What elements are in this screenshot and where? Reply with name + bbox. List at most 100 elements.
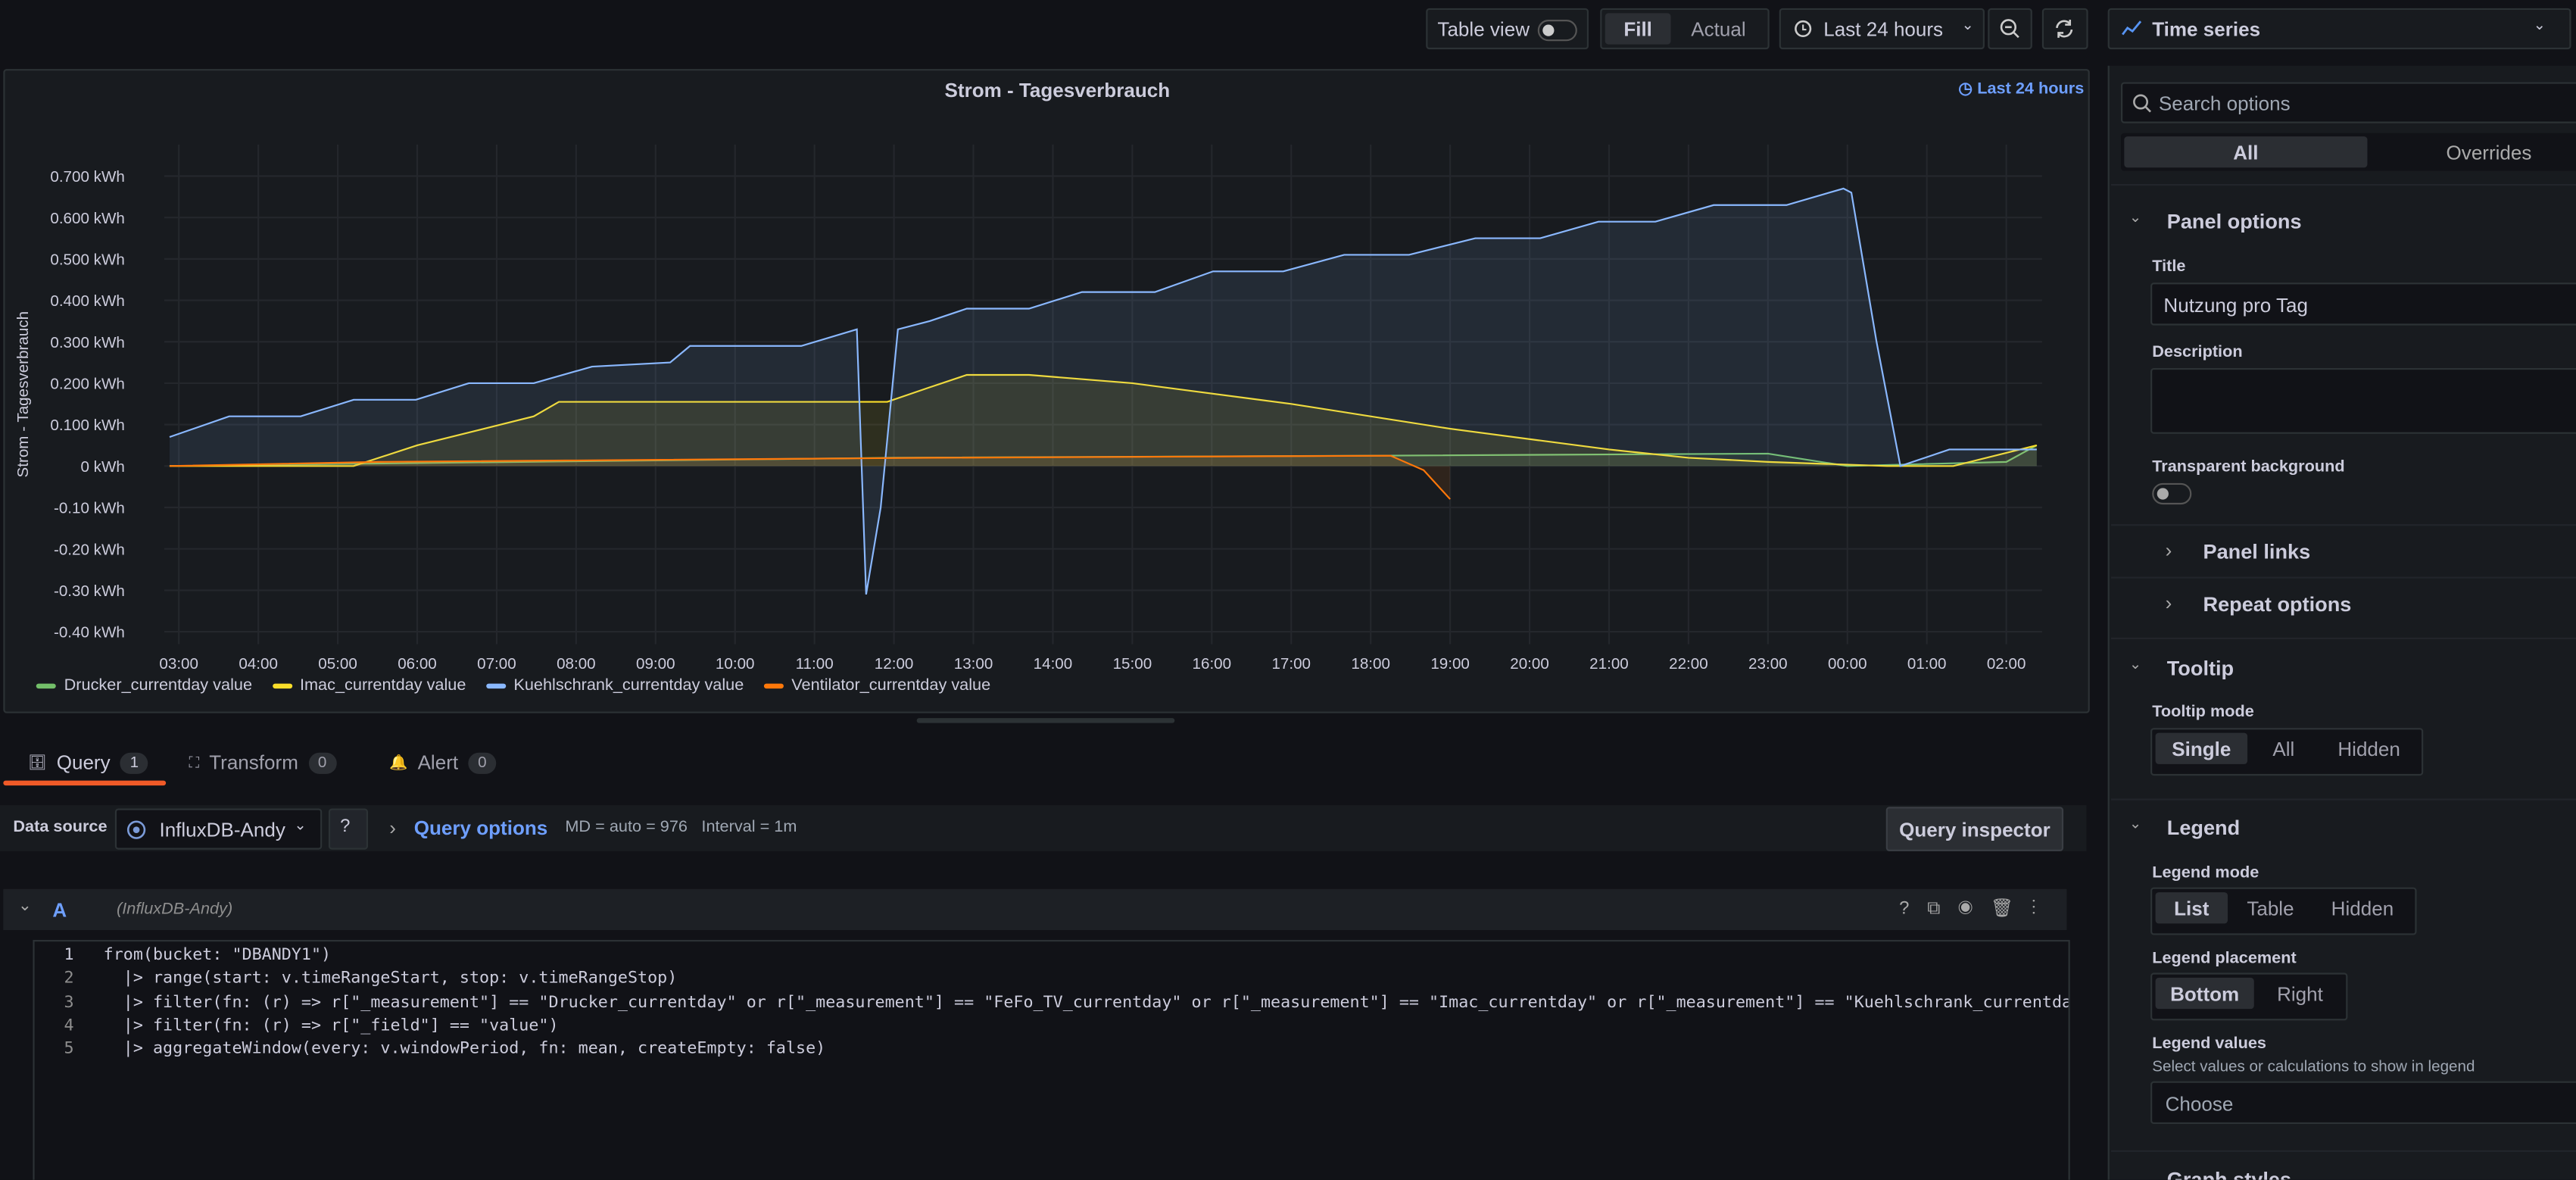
datasource-picker[interactable]: InfluxDB-Andy ⌄ [114,808,323,850]
y-tick-label: -0.10 kWh [54,500,125,517]
tab-icon: 🔔 [389,753,408,770]
max-data-points: MD = auto = 976 [565,818,688,837]
legend-label: Drucker_currentday value [64,676,253,695]
query-ref: A [52,898,67,922]
y-tick-label: 0.100 kWh [50,417,125,434]
tab-all[interactable]: All [2124,136,2368,168]
description-input[interactable] [2150,367,2576,434]
field-label: Description [2152,343,2243,362]
code-text: |> filter(fn: (r) => r["_measurement"] =… [103,993,2070,1012]
x-tick-label: 11:00 [796,655,834,673]
visualization-name: Time series [2152,17,2261,42]
query-tab[interactable]: ⛶ Transform 0 [189,751,337,774]
y-tick-label: -0.30 kWh [54,582,125,600]
field-label: Legend values [2152,1035,2266,1054]
query-options[interactable]: Query options [413,816,548,840]
series-line [169,373,2038,467]
actual-button[interactable]: Actual [1691,17,1746,41]
legend-label: Kuehlschrank_currentday value [513,676,744,695]
tab-overrides[interactable]: Overrides [2446,140,2532,164]
resize-handle[interactable] [916,718,1175,723]
option-button[interactable]: Hidden [2331,896,2394,919]
x-tick-label: 04:00 [239,655,278,673]
tab-count: 0 [307,751,337,773]
zoom-out[interactable] [1988,8,2032,50]
separator [2110,798,2576,801]
chevron: ⌄ [2128,208,2142,226]
x-tick-label: 09:00 [636,655,675,673]
refresh[interactable] [2041,8,2088,50]
panel-title[interactable]: Strom - Tagesverbrauch [944,79,1171,102]
fill-actual-group: Fill Actual [1600,8,1770,50]
section-header[interactable]: Tooltip [2166,657,2235,681]
x-tick-label: 10:00 [716,655,755,673]
help-button[interactable]: ? [328,808,368,850]
option-button[interactable]: Single [2155,732,2248,764]
section-header[interactable]: Graph styles [2167,1169,2291,1180]
title-input[interactable]: Nutzung pro Tag [2150,283,2576,326]
legend-item[interactable]: Imac_currentday value [272,677,466,695]
legend-mode-group: List Table Hidden [2150,887,2417,935]
visualization-picker[interactable]: Time series ⌄ [2107,8,2571,50]
option-button[interactable]: Bottom [2155,977,2254,1010]
table-view-toggle[interactable]: Table view [1426,8,1589,50]
legend-item[interactable]: Drucker_currentday value [36,677,252,695]
series-line [169,187,2037,595]
x-tick-label: 06:00 [398,655,437,673]
section-header[interactable]: Panel links [2203,540,2311,564]
time-range: Last 24 hours [1823,17,1944,42]
option-button[interactable]: Hidden [2337,737,2400,760]
time-picker[interactable]: Last 24 hours ⌄ [1779,8,1985,50]
line-number: 4 [64,1016,74,1035]
switch [1537,20,1577,42]
code-text: from(bucket: "DBANDY1") [103,946,332,965]
options-search[interactable]: Search options [2121,82,2576,123]
x-tick-label: 08:00 [557,655,596,673]
query-actions[interactable]: ?⧉◉🗑⋮ [1899,898,2054,919]
clock-icon [1795,20,1812,38]
x-tick-label: 02:00 [1987,655,2026,673]
collapse-chevron[interactable]: ⌄ [17,897,33,916]
legend-values-select[interactable]: Choose [2150,1081,2576,1125]
legend-swatch [272,683,292,689]
option-button[interactable]: List [2155,892,2228,924]
tab-label: Transform [209,751,298,774]
tab-count: 0 [468,751,497,773]
option-button[interactable]: Right [2277,982,2323,1005]
section-header[interactable]: Legend [2166,816,2241,840]
series-area [169,455,1451,500]
tab-label: Query [56,751,111,774]
y-tick-label: 0.200 kWh [50,376,125,393]
query-tab[interactable]: 🔔 Alert 0 [389,751,497,774]
y-tick-label: 0.700 kWh [50,168,125,186]
x-tick-label: 23:00 [1748,655,1788,673]
option-button[interactable]: All [2272,737,2295,760]
legend-swatch [763,683,784,689]
legend-item[interactable]: Ventilator_currentday value [763,677,990,695]
legend-label: Ventilator_currentday value [791,676,991,695]
datasource-name: InfluxDB-Andy [159,818,285,841]
query-tab[interactable]: 🗄 Query 1 [28,751,149,774]
code-editor[interactable]: 1 from(bucket: "DBANDY1") 2 |> range(start… [33,940,2070,1180]
legend-item[interactable]: Kuehlschrank_currentday value [485,676,744,695]
x-tick-label: 01:00 [1907,655,1947,673]
field-label: Transparent background [2152,458,2345,477]
section-header[interactable]: Panel options [2166,210,2302,234]
chevron: › [389,816,396,840]
query-inspector-button[interactable]: Query inspector [1885,807,2064,851]
code-lines: 1 from(bucket: "DBANDY1") 2 |> range(start… [35,945,2069,1063]
transparent-switch[interactable] [2152,482,2192,505]
option-button[interactable]: Table [2247,896,2294,919]
x-tick-label: 14:00 [1034,655,1073,673]
label: Table view [1437,17,1530,42]
y-axis-label: Strom - Tagesverbrauch [14,311,32,478]
chevron: ⌄ [1961,16,1974,33]
x-tick-label: 07:00 [477,655,516,673]
x-tick-label: 22:00 [1669,655,1708,673]
section-header[interactable]: Repeat options [2203,593,2352,617]
code-line: 4 |> filter(fn: (r) => r["_field"] == "v… [35,1016,2069,1039]
chevron: › [2165,592,2172,615]
fill-button[interactable]: Fill [1605,13,1671,45]
